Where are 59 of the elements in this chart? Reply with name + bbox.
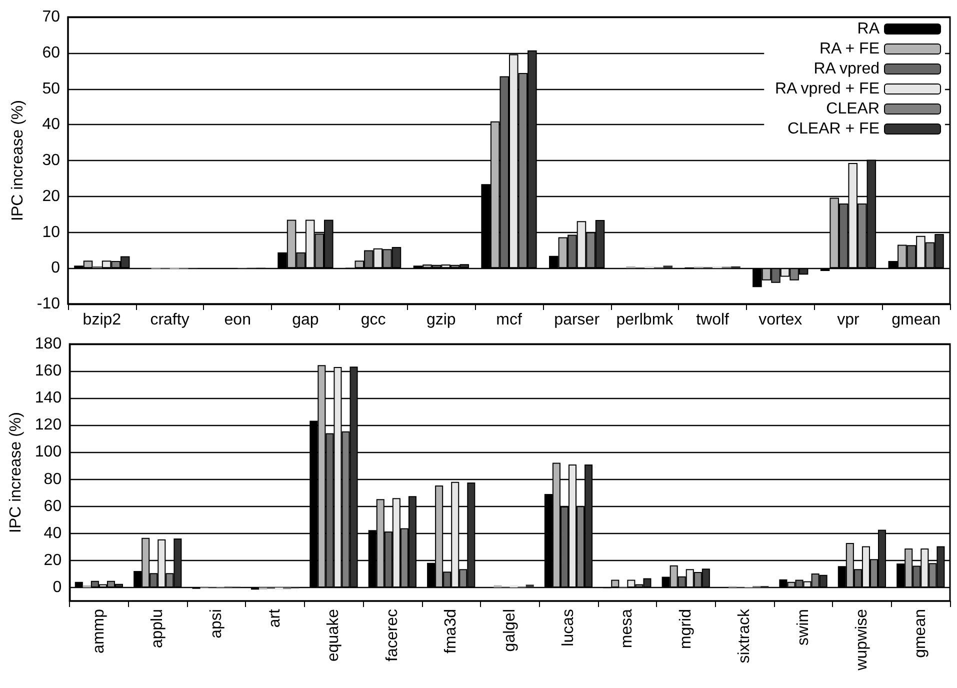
x-tick-label: gcc <box>360 312 386 328</box>
y-tick-label: 120 <box>34 416 62 434</box>
x-tick-label: gmean <box>912 609 930 658</box>
x-tick-label: twolf <box>696 312 730 328</box>
x-tick-label: gmean <box>892 312 941 328</box>
y-tick-label: -10 <box>36 296 60 312</box>
y-axis-title: IPC increase (%) <box>9 100 26 221</box>
x-tick-label: vortex <box>758 312 802 328</box>
y-tick-label: 160 <box>34 362 62 380</box>
y-tick-label: 140 <box>34 390 62 407</box>
x-tick-label: art <box>266 608 284 628</box>
legend-label: CLEAR <box>826 100 880 118</box>
y-tick-label: 10 <box>42 224 60 241</box>
y-tick-label: 0 <box>52 578 62 596</box>
x-tick-label: sixtrack <box>736 608 754 664</box>
bar <box>644 266 654 268</box>
x-tick-label: applu <box>149 609 166 648</box>
x-tick-label: mesa <box>618 608 636 648</box>
x-tick-label: crafty <box>150 312 190 328</box>
y-tick-label: 40 <box>44 524 62 542</box>
y-tick-label: 180 <box>34 336 62 352</box>
bar <box>663 266 673 268</box>
y-tick-label: 60 <box>42 44 60 62</box>
y-tick-label: 60 <box>44 498 62 515</box>
x-tick-label: wupwise <box>853 608 870 672</box>
x-tick-label: facerec <box>384 609 401 662</box>
y-tick-label: 20 <box>44 552 62 569</box>
y-tick-label: 80 <box>44 470 62 488</box>
legend-label: RA vpred <box>814 60 880 78</box>
x-tick-label: gap <box>292 312 319 328</box>
x-tick-label: mcf <box>496 312 522 328</box>
x-tick-label: swim <box>794 609 812 646</box>
x-tick-label: parser <box>554 312 600 328</box>
x-tick-label: lucas <box>560 609 577 646</box>
y-tick-label: 70 <box>42 8 60 26</box>
x-tick-label: apsi <box>208 609 225 638</box>
x-tick-label: bzip2 <box>82 312 122 328</box>
x-tick-label: ammp <box>90 608 108 654</box>
y-tick-label: 20 <box>42 188 60 205</box>
x-tick-label: vpr <box>837 312 860 328</box>
bar <box>526 584 534 588</box>
x-tick-label: eon <box>224 312 251 328</box>
x-tick-label: equake <box>325 608 342 662</box>
bar <box>275 587 284 590</box>
legend-label: CLEAR + FE <box>787 120 880 138</box>
x-tick-label: gzip <box>426 312 456 328</box>
y-tick-label: 0 <box>51 260 60 277</box>
x-tick-label: fma3d <box>442 609 460 654</box>
x-tick-label: mgrid <box>677 609 694 650</box>
y-tick-label: 100 <box>34 444 62 461</box>
y-tick-label: 40 <box>42 116 60 134</box>
legend-label: RA vpred + FE <box>775 80 880 98</box>
y-tick-label: 50 <box>42 80 60 98</box>
y-axis-title: IPC increase (%) <box>8 412 24 533</box>
legend-label: RA <box>857 20 880 38</box>
x-tick-label: perlbmk <box>616 312 674 328</box>
y-tick-label: 30 <box>42 152 60 169</box>
legend-label: RA + FE <box>819 40 880 58</box>
x-tick-label: galgel <box>501 609 518 652</box>
